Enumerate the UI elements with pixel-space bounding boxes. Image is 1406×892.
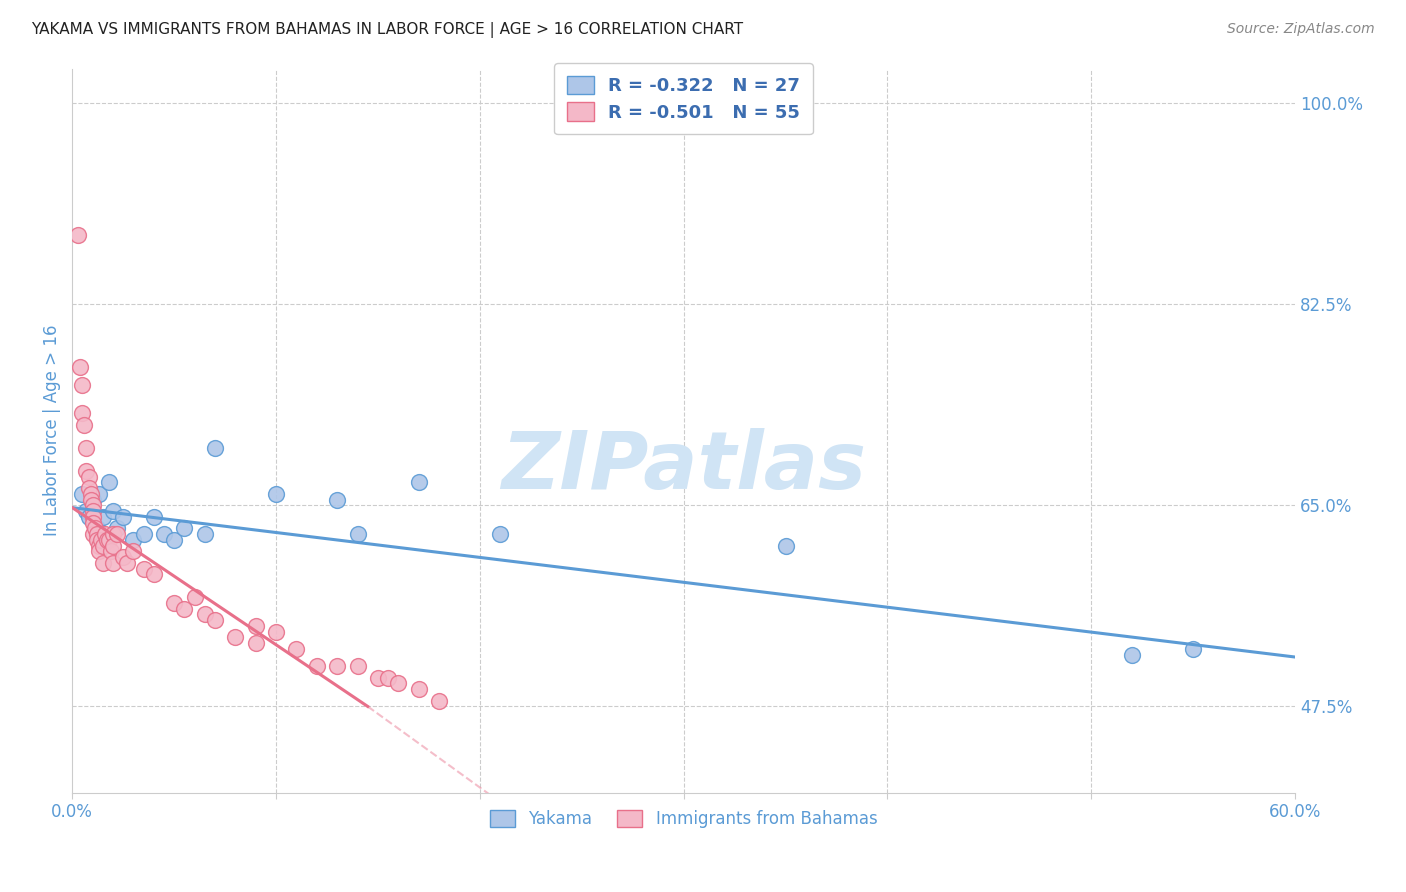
Point — [91, 556, 114, 570]
Point — [72, 406, 94, 420]
Point — [86, 533, 108, 547]
Point — [77, 481, 100, 495]
Point — [82, 509, 104, 524]
Point — [326, 659, 349, 673]
Legend: Yakama, Immigrants from Bahamas: Yakama, Immigrants from Bahamas — [484, 804, 884, 835]
Text: YAKAMA VS IMMIGRANTS FROM BAHAMAS IN LABOR FORCE | AGE > 16 CORRELATION CHART: YAKAMA VS IMMIGRANTS FROM BAHAMAS IN LAB… — [31, 22, 742, 38]
Point — [112, 509, 135, 524]
Point — [377, 671, 399, 685]
Point — [163, 596, 186, 610]
Point — [105, 527, 128, 541]
Point — [122, 544, 145, 558]
Point — [97, 533, 120, 547]
Point — [77, 469, 100, 483]
Point — [224, 631, 246, 645]
Point — [101, 504, 124, 518]
Point — [87, 544, 110, 558]
Point — [87, 487, 110, 501]
Point — [96, 533, 118, 547]
Point — [83, 521, 105, 535]
Point — [122, 533, 145, 547]
Point — [204, 441, 226, 455]
Point — [100, 544, 122, 558]
Point — [86, 527, 108, 541]
Point — [72, 487, 94, 501]
Point — [82, 527, 104, 541]
Point — [73, 417, 96, 432]
Point — [69, 360, 91, 375]
Point — [194, 607, 217, 622]
Point — [94, 527, 117, 541]
Point — [387, 676, 409, 690]
Point — [101, 539, 124, 553]
Point — [408, 475, 430, 490]
Point — [67, 228, 90, 243]
Point — [346, 659, 368, 673]
Point — [173, 521, 195, 535]
Point — [367, 671, 389, 685]
Text: Source: ZipAtlas.com: Source: ZipAtlas.com — [1227, 22, 1375, 37]
Point — [204, 613, 226, 627]
Point — [173, 601, 195, 615]
Point — [285, 642, 308, 657]
Point — [408, 682, 430, 697]
Point — [82, 516, 104, 530]
Point — [245, 619, 267, 633]
Point — [132, 527, 155, 541]
Point — [77, 509, 100, 524]
Point — [112, 549, 135, 564]
Text: ZIPatlas: ZIPatlas — [501, 428, 866, 506]
Point — [346, 527, 368, 541]
Point — [97, 475, 120, 490]
Point — [79, 492, 101, 507]
Y-axis label: In Labor Force | Age > 16: In Labor Force | Age > 16 — [44, 325, 60, 536]
Point — [1121, 648, 1143, 662]
Point — [101, 527, 124, 541]
Point — [82, 492, 104, 507]
Point — [1182, 642, 1205, 657]
Point — [245, 636, 267, 650]
Point — [264, 624, 287, 639]
Point — [326, 492, 349, 507]
Point — [82, 498, 104, 512]
Point — [194, 527, 217, 541]
Point — [264, 487, 287, 501]
Point — [489, 527, 512, 541]
Point — [79, 487, 101, 501]
Point — [87, 539, 110, 553]
Point — [76, 504, 98, 518]
Point — [91, 539, 114, 553]
Point — [90, 533, 112, 547]
Point — [86, 521, 108, 535]
Point — [72, 377, 94, 392]
Point — [76, 441, 98, 455]
Point — [153, 527, 176, 541]
Point — [91, 509, 114, 524]
Point — [142, 509, 165, 524]
Point — [163, 533, 186, 547]
Point — [427, 694, 450, 708]
Point — [82, 504, 104, 518]
Point — [76, 464, 98, 478]
Point — [117, 556, 139, 570]
Point — [101, 556, 124, 570]
Point — [132, 561, 155, 575]
Point — [305, 659, 328, 673]
Point — [142, 567, 165, 582]
Point — [775, 539, 797, 553]
Point — [183, 591, 205, 605]
Point — [105, 521, 128, 535]
